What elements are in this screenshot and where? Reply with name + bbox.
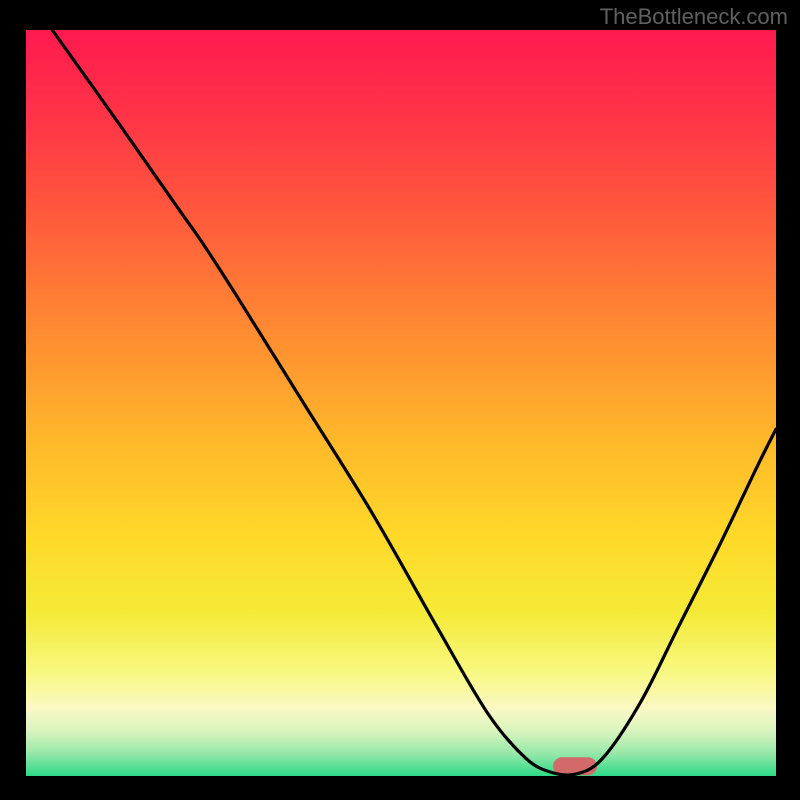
chart-background-gradient	[26, 30, 776, 776]
watermark-text: TheBottleneck.com	[600, 4, 788, 30]
chart-plot-area	[26, 30, 776, 776]
